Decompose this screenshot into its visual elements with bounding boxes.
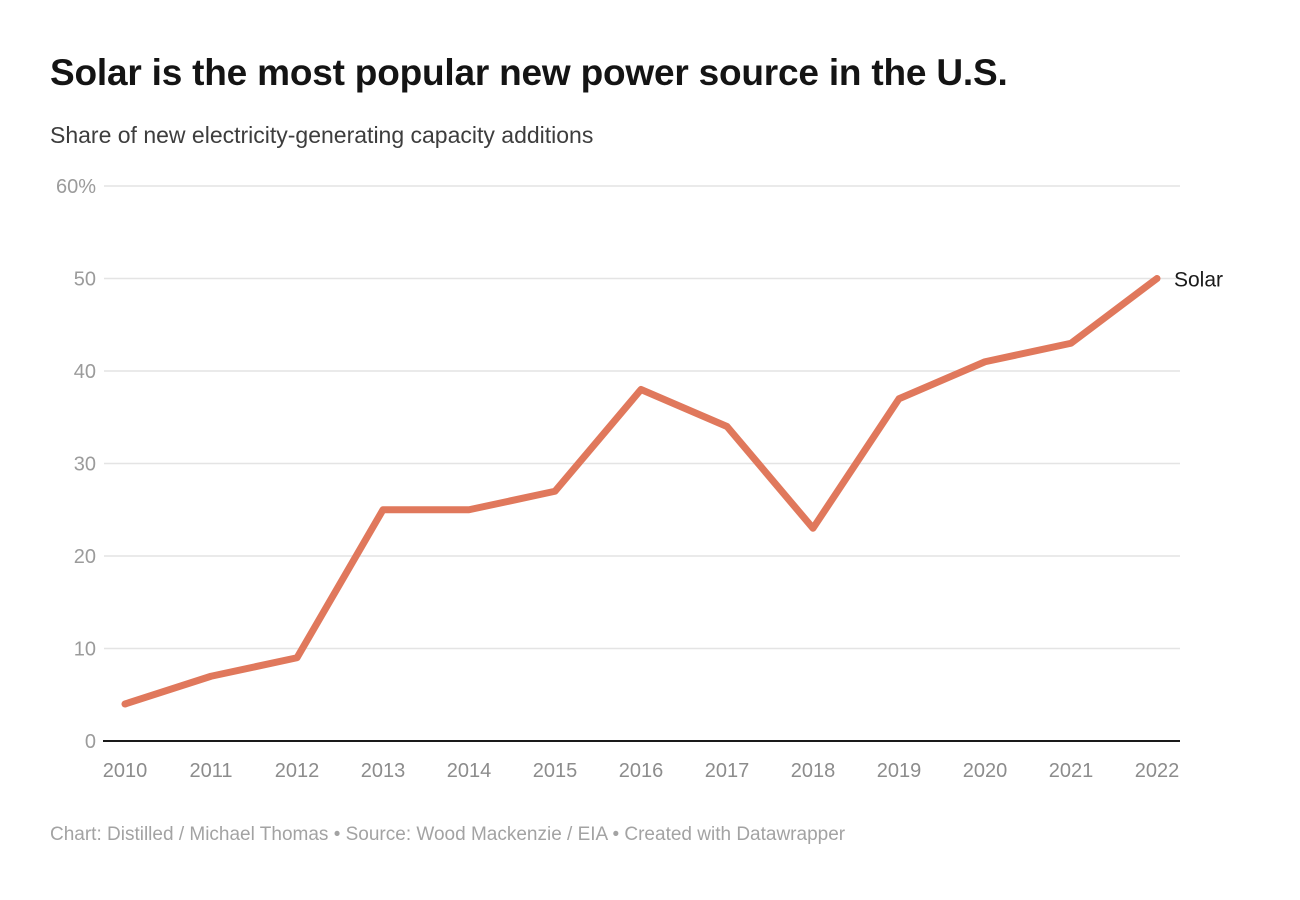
series-label-solar: Solar bbox=[1174, 269, 1223, 292]
x-tick-label: 2022 bbox=[1135, 760, 1180, 782]
y-tick-label: 30 bbox=[74, 454, 96, 476]
x-tick-label: 2014 bbox=[447, 760, 492, 782]
y-tick-label: 10 bbox=[74, 639, 96, 661]
line-chart: 0 10 20 30 40 50 60% 2010 2011 2012 2013 2014 2015 20… bbox=[0, 160, 1300, 810]
y-tick-label: 40 bbox=[74, 361, 96, 383]
x-tick-label: 2010 bbox=[103, 760, 148, 782]
x-tick-label: 2013 bbox=[361, 760, 406, 782]
y-tick-label: 20 bbox=[74, 546, 96, 568]
x-tick-label: 2017 bbox=[705, 760, 750, 782]
y-tick-label: 60% bbox=[56, 176, 96, 198]
line-chart-svg: 0 10 20 30 40 50 60% 2010 2011 2012 2013 2014 2015 20… bbox=[56, 176, 1223, 782]
x-tick-label: 2016 bbox=[619, 760, 664, 782]
x-tick-label: 2020 bbox=[963, 760, 1008, 782]
x-tick-label: 2011 bbox=[189, 760, 232, 782]
y-tick-label: 50 bbox=[74, 269, 96, 291]
x-tick-label: 2015 bbox=[533, 760, 578, 782]
chart-title: Solar is the most popular new power sour… bbox=[50, 52, 1008, 93]
x-tick-label: 2018 bbox=[791, 760, 836, 782]
chart-footer: Chart: Distilled / Michael Thomas • Sour… bbox=[50, 824, 846, 845]
x-tick-label: 2012 bbox=[275, 760, 320, 782]
x-tick-label: 2021 bbox=[1049, 760, 1094, 782]
solar-series-line bbox=[121, 275, 1161, 708]
y-tick-label: 0 bbox=[85, 731, 96, 753]
chart-subtitle: Share of new electricity-generating capa… bbox=[50, 122, 594, 148]
x-tick-label: 2019 bbox=[877, 760, 922, 782]
